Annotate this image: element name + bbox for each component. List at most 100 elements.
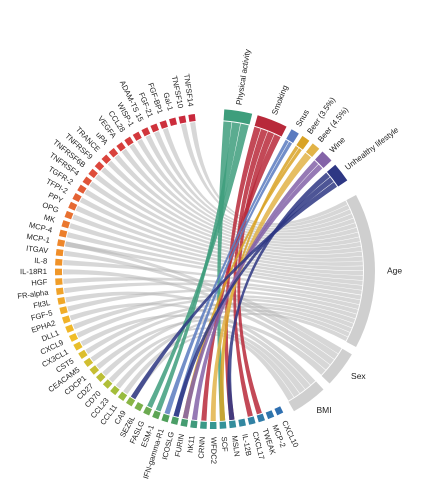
segment-tnfsf14 bbox=[188, 114, 196, 122]
chord-age-fr-alpha bbox=[63, 282, 360, 310]
segment-cxcl17 bbox=[247, 416, 256, 425]
segment-vegfa bbox=[116, 142, 126, 152]
label-scf: SCF bbox=[220, 436, 230, 452]
segment-wine bbox=[315, 151, 332, 169]
segment-mcp-1 bbox=[57, 239, 66, 247]
chord-age-mcp-1 bbox=[65, 241, 362, 295]
segment-gal-1 bbox=[169, 117, 178, 126]
segment-ifn-gamma-r1 bbox=[161, 413, 170, 423]
segment-tnfrsf6b bbox=[88, 168, 98, 179]
segment-tnfsf10 bbox=[178, 115, 187, 124]
segment-hgf bbox=[55, 278, 63, 286]
segment-scf bbox=[219, 421, 227, 429]
segment-age bbox=[346, 194, 375, 348]
segment-dll1 bbox=[65, 324, 75, 333]
segment-flt3l bbox=[57, 297, 66, 305]
segment-crnn bbox=[200, 421, 207, 429]
label-il-18r1: IL-18R1 bbox=[20, 267, 47, 276]
segment-fgf-5 bbox=[59, 306, 68, 315]
chord-bmi-ca9 bbox=[130, 333, 294, 401]
segment-mcp-4 bbox=[58, 229, 68, 238]
chord-sex-cdcp1 bbox=[96, 319, 326, 375]
segment-bmi bbox=[288, 381, 324, 412]
label-bmi: BMI bbox=[316, 405, 331, 415]
label-mcp-1: MCP-1 bbox=[26, 232, 51, 245]
label-wine: Wine bbox=[328, 135, 348, 155]
segment-itgav bbox=[55, 248, 64, 257]
segment-fgf-21 bbox=[150, 123, 159, 133]
label-physical-activity: Physical activity bbox=[234, 49, 252, 106]
segment-hk11 bbox=[190, 420, 198, 429]
chord-age-fgf-5 bbox=[67, 289, 358, 314]
segment-upa bbox=[108, 148, 119, 158]
segment-wfdc2 bbox=[209, 421, 217, 430]
segment-cxcl9 bbox=[68, 333, 79, 342]
segment-mcp-2 bbox=[265, 410, 275, 420]
segment-cx3cl1 bbox=[73, 341, 83, 351]
label-il-8: IL-8 bbox=[34, 256, 48, 266]
chord-links bbox=[63, 121, 364, 421]
chord-bmi-epha2 bbox=[69, 302, 316, 385]
segment-tfpi-2 bbox=[72, 193, 82, 203]
segment-ccl28 bbox=[124, 136, 134, 146]
segment-unhealthy-lifestyle bbox=[326, 164, 348, 187]
segment-fr-alpha bbox=[55, 287, 64, 295]
chord-bmi-cd70 bbox=[108, 327, 305, 394]
chord-snus-ifn-gamma-r1 bbox=[164, 139, 289, 415]
segment-cd70 bbox=[102, 379, 113, 389]
chord-sex-flt3l bbox=[65, 291, 330, 370]
segment-tweak bbox=[256, 413, 266, 423]
segment-ceacam5 bbox=[83, 357, 94, 368]
segment-cdcp1 bbox=[89, 365, 100, 375]
label-mk: MK bbox=[43, 213, 57, 225]
label-hgf: HGF bbox=[31, 277, 48, 287]
label-itgav: ITGAV bbox=[26, 244, 50, 256]
segment-ccl11 bbox=[117, 391, 128, 402]
segment-sez6l bbox=[134, 401, 144, 412]
segment-il-12b bbox=[238, 418, 246, 427]
label-wfdc2: WFDC2 bbox=[209, 437, 218, 464]
segment-trance bbox=[101, 154, 111, 165]
segment-sex bbox=[321, 348, 352, 384]
chord-age-fgf-bp1 bbox=[162, 127, 352, 231]
label-il-12b: IL-12B bbox=[240, 433, 253, 457]
chord-age-hgf bbox=[63, 277, 361, 305]
segment-mk bbox=[61, 220, 71, 229]
label-sex: Sex bbox=[351, 371, 366, 381]
label-furin: FURIN bbox=[173, 433, 186, 457]
segment-wisp-1 bbox=[132, 131, 142, 141]
segment-fgf-bp1 bbox=[159, 120, 168, 129]
segment-smoking bbox=[254, 115, 287, 137]
segment-icoslg bbox=[170, 416, 179, 425]
segment-epha2 bbox=[61, 315, 71, 324]
chord-age-fgf-21 bbox=[154, 131, 354, 233]
chord-age-mcp-4 bbox=[66, 232, 363, 290]
segment-ppy bbox=[68, 201, 78, 211]
segment-tgfr-2 bbox=[77, 184, 87, 194]
segment-il-18r1 bbox=[55, 268, 63, 276]
label-unhealthy-lifestyle: Unhealthy lifestyle bbox=[343, 125, 400, 172]
segment-msln bbox=[228, 420, 237, 429]
segment-tnfrsf9 bbox=[94, 161, 105, 171]
segment-beer-4-5 bbox=[305, 143, 320, 158]
segment-opg bbox=[64, 210, 74, 220]
chord-age-adam-ts-15 bbox=[145, 134, 355, 236]
arc-segments bbox=[55, 109, 375, 430]
label-crnn: CRNN bbox=[197, 436, 207, 458]
segment-il-8 bbox=[55, 258, 63, 266]
segment-ca9 bbox=[125, 397, 136, 407]
segment-snus bbox=[286, 129, 299, 143]
segment-cst5 bbox=[78, 349, 88, 360]
segment-esm-1 bbox=[152, 410, 161, 420]
segment-beer-3-5 bbox=[296, 135, 310, 150]
segment-adam-ts-15 bbox=[141, 127, 151, 137]
segment-tnfrsf4 bbox=[82, 176, 92, 186]
chord-age-mk bbox=[69, 223, 363, 286]
segment-cd27 bbox=[95, 372, 106, 382]
chord-physical-activity-faslg bbox=[147, 123, 249, 408]
label-msln: MSLN bbox=[230, 435, 242, 457]
label-flt3l: Flt3L bbox=[33, 298, 51, 310]
chord-age-tgfr-2 bbox=[84, 189, 363, 266]
label-age: Age bbox=[387, 265, 402, 275]
